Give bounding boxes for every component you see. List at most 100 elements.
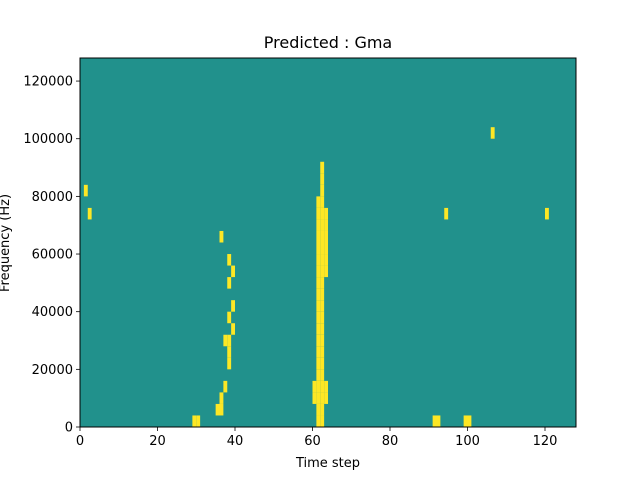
x-tick-label: 60 [304,434,321,449]
heatmap-cell [316,323,321,335]
heatmap-cell [316,415,321,427]
heatmap-cell [490,127,495,139]
heatmap-cell [227,357,232,370]
x-tick-label: 40 [227,434,244,449]
heatmap-cell [545,207,549,220]
heatmap-cell [320,277,325,289]
heatmap-cell [320,415,325,427]
chart-title: Predicted : Gma [264,33,392,52]
x-axis-ticks: 0 20 40 60 80 100 120 [76,427,558,449]
heatmap-cell [316,380,321,393]
heatmap-cell [231,323,236,335]
heatmap-cell [316,369,321,381]
y-tick-label: 60000 [32,248,73,263]
heatmap-cell [436,415,441,427]
heatmap-cell [320,311,325,324]
heatmap-cell [320,242,325,255]
heatmap-cell [312,380,317,393]
y-tick-label: 0 [65,421,73,436]
heatmap-cell [316,357,321,370]
heatmap-cell [215,403,220,416]
y-axis-label: Frequency (Hz) [0,194,13,292]
heatmap-cell [316,311,321,324]
heatmap-cell [320,230,325,243]
plot-frame [79,57,577,428]
heatmap-cell [316,265,321,278]
heatmap-cell [316,288,321,301]
heatmap-cell [316,242,321,255]
heatmap-cell [324,207,329,220]
heatmap-cell [320,300,325,312]
heatmap-cell [231,265,236,278]
heatmap-cell [316,230,321,243]
heatmap-cell [219,392,224,404]
heatmap-cell [320,403,325,416]
heatmap-cell [312,392,317,404]
heatmap-cell [320,184,325,197]
heatmap-cell [432,415,437,427]
heatmap-cell [320,265,325,278]
heatmap-cell [196,415,201,427]
y-tick-label: 120000 [23,75,73,90]
heatmap-cell [227,254,232,266]
heatmap-cell [316,300,321,312]
x-tick-label: 20 [149,434,166,449]
heatmap-cell [320,346,325,358]
heatmap-cell [219,230,224,243]
x-axis-label: Time step [295,456,360,471]
y-tick-label: 40000 [32,305,73,320]
heatmap-cell [320,334,325,347]
heatmap-cell [320,219,325,231]
x-tick-label: 120 [533,434,558,449]
heatmap-cell [320,173,325,185]
x-tick-label: 0 [76,434,84,449]
heatmap-cell [219,403,224,416]
heatmap-cell [463,415,468,427]
heatmap-cell [316,219,321,231]
x-tick-label: 100 [455,434,480,449]
heatmap-cell [320,392,325,404]
heatmap-cell [231,300,236,312]
x-tick-label: 80 [382,434,399,449]
heatmap-cell [316,392,321,404]
heatmap-cell [324,219,329,231]
heatmap-cell [223,334,228,347]
heatmap-cell [324,242,329,255]
heatmap-cell [192,415,197,427]
heatmap-cell [320,196,325,208]
heatmap-cell [320,323,325,335]
heatmap-cell [227,334,232,347]
heatmap-cell [324,254,329,266]
heatmap-cell [320,380,325,393]
heatmap-cell [324,392,329,404]
heatmap-cell [223,380,228,393]
heatmap-cell [227,311,232,324]
heatmap-cell [320,254,325,266]
heatmap-cell [227,346,232,358]
heatmap-cell [83,184,88,197]
heatmap-cell [316,334,321,347]
heatmap-cell [316,403,321,416]
heatmap-cell [227,277,232,289]
heatmap-cell [324,380,329,393]
heatmap-cell [316,196,321,208]
heatmap-cell [316,254,321,266]
y-axis-ticks: 0 20000 40000 60000 80000 100000 120000 [23,75,80,436]
heatmap-cell [320,288,325,301]
heatmap-cell [316,277,321,289]
plot-area [79,57,577,428]
heatmap-cell [467,415,472,427]
y-tick-label: 80000 [32,190,73,205]
y-tick-label: 20000 [32,363,73,378]
heatmap-cell [320,357,325,370]
heatmap-cells [83,127,549,427]
heatmap-cell [316,207,321,220]
heatmap-cell [87,207,92,220]
heatmap-cell [320,369,325,381]
heatmap-cell [316,346,321,358]
heatmap-cell [324,265,329,278]
heatmap-cell [324,230,329,243]
heatmap-cell [320,207,325,220]
heatmap-cell [320,161,325,174]
